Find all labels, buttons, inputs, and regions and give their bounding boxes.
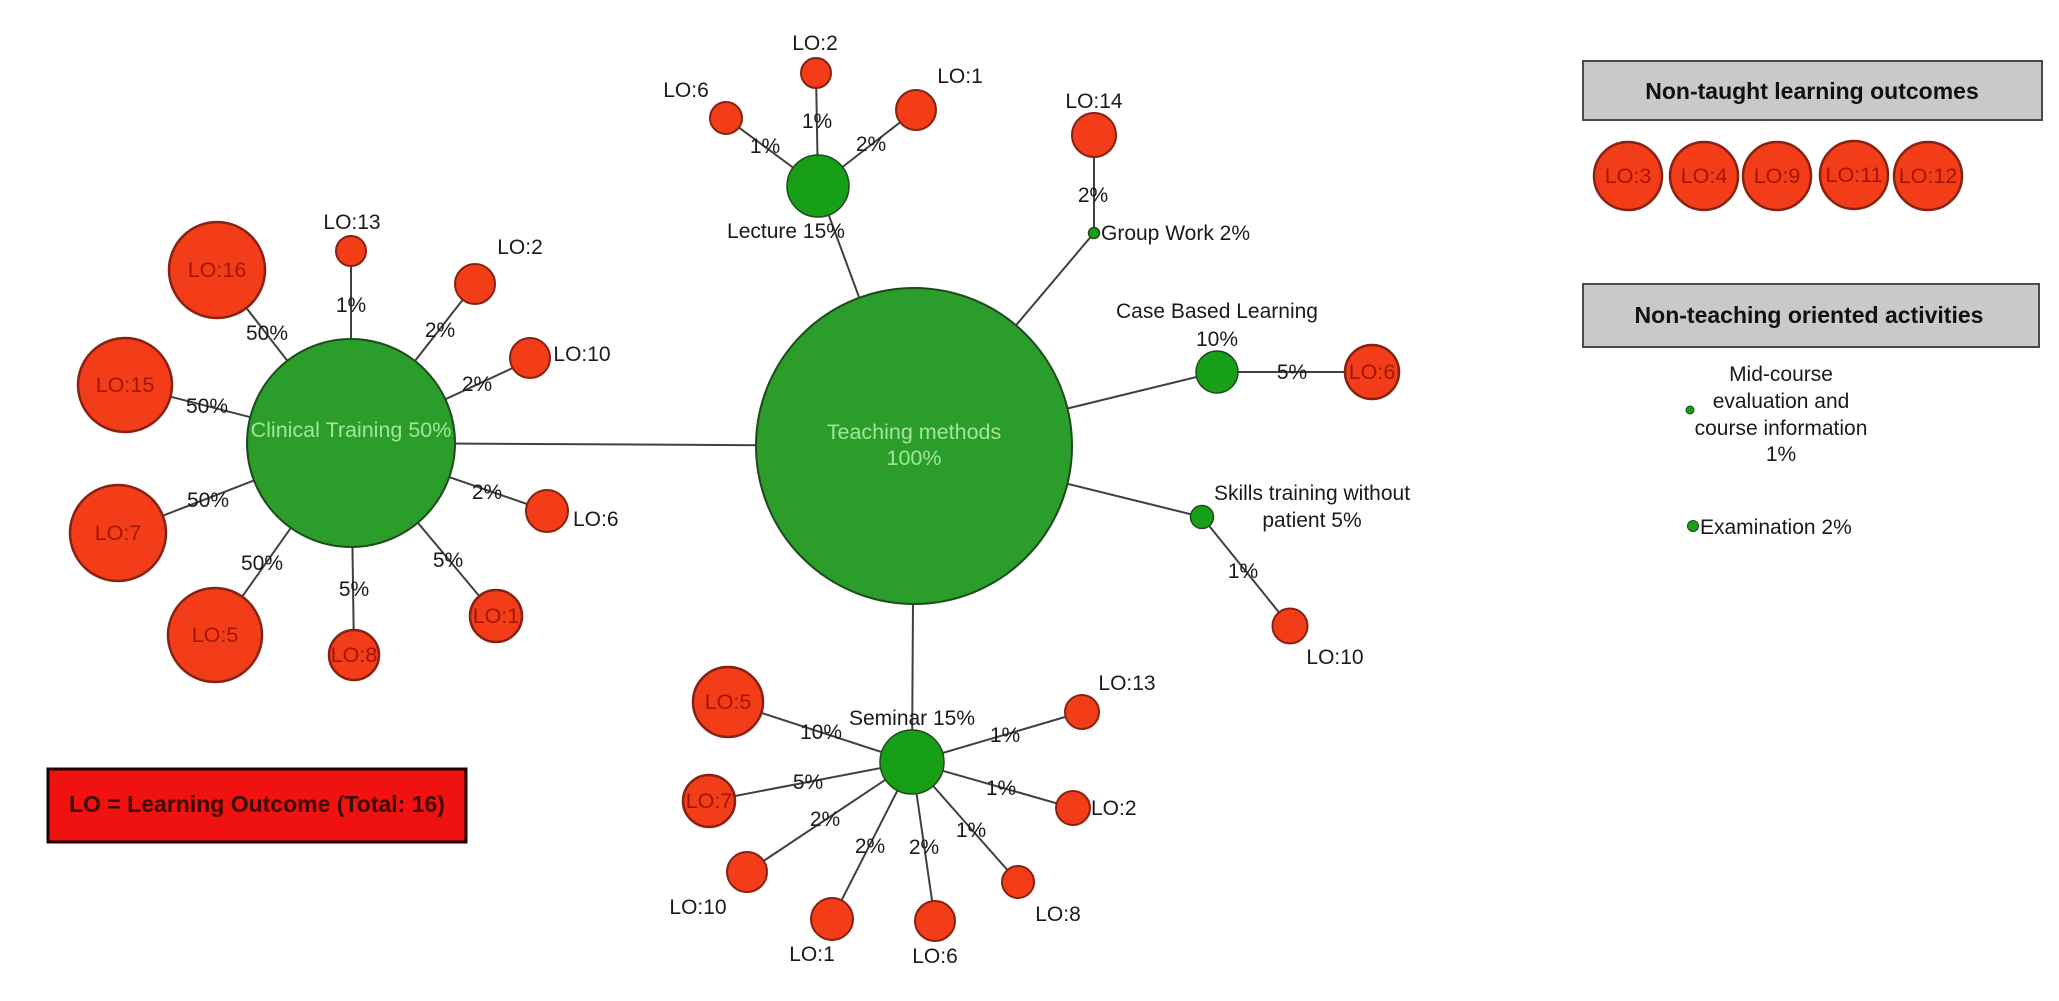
svg-text:LO:3: LO:3 xyxy=(1605,164,1652,188)
svg-text:LO:10: LO:10 xyxy=(1306,646,1363,669)
svg-text:Group Work 2%: Group Work 2% xyxy=(1101,222,1250,245)
svg-text:1%: 1% xyxy=(986,777,1016,800)
svg-text:2%: 2% xyxy=(810,808,840,831)
svg-text:LO:1: LO:1 xyxy=(473,604,520,628)
svg-text:LO:9: LO:9 xyxy=(1754,164,1801,188)
svg-text:LO:16: LO:16 xyxy=(188,258,247,282)
svg-text:LO:11: LO:11 xyxy=(1826,163,1883,187)
svg-text:LO:2: LO:2 xyxy=(792,32,838,55)
svg-text:1%: 1% xyxy=(990,724,1020,747)
svg-text:LO:5: LO:5 xyxy=(192,623,239,647)
svg-text:LO:2: LO:2 xyxy=(497,236,543,259)
svg-text:2%: 2% xyxy=(462,373,492,396)
svg-text:2%: 2% xyxy=(472,481,502,504)
svg-text:LO:8: LO:8 xyxy=(1035,903,1081,926)
svg-text:LO:6: LO:6 xyxy=(1349,360,1396,384)
svg-text:1%: 1% xyxy=(1766,443,1796,466)
svg-text:LO:7: LO:7 xyxy=(686,789,733,813)
svg-text:5%: 5% xyxy=(433,549,463,572)
svg-text:1%: 1% xyxy=(336,294,366,317)
svg-text:Examination 2%: Examination 2% xyxy=(1700,516,1852,539)
svg-text:Non-taught learning outcomes: Non-taught learning outcomes xyxy=(1645,78,1979,104)
svg-text:LO:5: LO:5 xyxy=(705,690,752,714)
svg-text:100%: 100% xyxy=(887,446,942,470)
svg-text:Seminar 15%: Seminar 15% xyxy=(849,707,975,730)
svg-text:LO:10: LO:10 xyxy=(669,896,726,919)
svg-text:2%: 2% xyxy=(425,319,455,342)
svg-text:Clinical Training 50%: Clinical Training 50% xyxy=(251,418,452,442)
svg-text:10%: 10% xyxy=(800,721,842,744)
svg-text:LO:13: LO:13 xyxy=(323,211,380,234)
svg-text:5%: 5% xyxy=(793,771,823,794)
svg-text:Case Based Learning: Case Based Learning xyxy=(1116,300,1318,323)
svg-text:patient 5%: patient 5% xyxy=(1262,509,1361,532)
svg-text:50%: 50% xyxy=(246,322,288,345)
svg-text:Skills training without: Skills training without xyxy=(1214,482,1410,505)
svg-text:LO:4: LO:4 xyxy=(1681,164,1728,188)
svg-text:LO:1: LO:1 xyxy=(789,943,835,966)
svg-text:2%: 2% xyxy=(1078,184,1108,207)
svg-text:LO:2: LO:2 xyxy=(1091,797,1137,820)
svg-text:50%: 50% xyxy=(187,489,229,512)
svg-text:LO:15: LO:15 xyxy=(96,373,155,397)
svg-text:LO:12: LO:12 xyxy=(1899,164,1958,188)
svg-text:1%: 1% xyxy=(1228,560,1258,583)
svg-text:Lecture 15%: Lecture 15% xyxy=(727,220,845,243)
svg-text:2%: 2% xyxy=(909,836,939,859)
svg-text:LO:1: LO:1 xyxy=(937,65,983,88)
svg-text:2%: 2% xyxy=(856,133,886,156)
svg-text:LO:8: LO:8 xyxy=(331,643,378,667)
svg-text:LO:14: LO:14 xyxy=(1065,90,1123,113)
svg-text:LO:6: LO:6 xyxy=(573,508,619,531)
svg-text:LO:7: LO:7 xyxy=(95,521,142,545)
svg-text:2%: 2% xyxy=(855,835,885,858)
svg-text:50%: 50% xyxy=(241,552,283,575)
svg-text:50%: 50% xyxy=(186,395,228,418)
svg-text:LO:6: LO:6 xyxy=(663,79,709,102)
svg-text:1%: 1% xyxy=(802,110,832,133)
svg-text:5%: 5% xyxy=(1277,361,1307,384)
svg-text:evaluation and: evaluation and xyxy=(1713,390,1850,413)
svg-text:course information: course information xyxy=(1695,417,1868,440)
svg-text:5%: 5% xyxy=(339,578,369,601)
svg-text:1%: 1% xyxy=(750,135,780,158)
svg-text:Non-teaching oriented activiti: Non-teaching oriented activities xyxy=(1635,302,1984,328)
svg-text:LO:6: LO:6 xyxy=(912,945,958,968)
svg-text:10%: 10% xyxy=(1196,328,1238,351)
svg-text:Mid-course: Mid-course xyxy=(1729,363,1833,386)
svg-text:1%: 1% xyxy=(956,819,986,842)
svg-text:LO = Learning Outcome (Total:: LO = Learning Outcome (Total: 16) xyxy=(69,791,445,817)
svg-text:Teaching methods: Teaching methods xyxy=(827,420,1002,444)
svg-text:LO:10: LO:10 xyxy=(553,343,610,366)
svg-text:LO:13: LO:13 xyxy=(1098,672,1155,695)
